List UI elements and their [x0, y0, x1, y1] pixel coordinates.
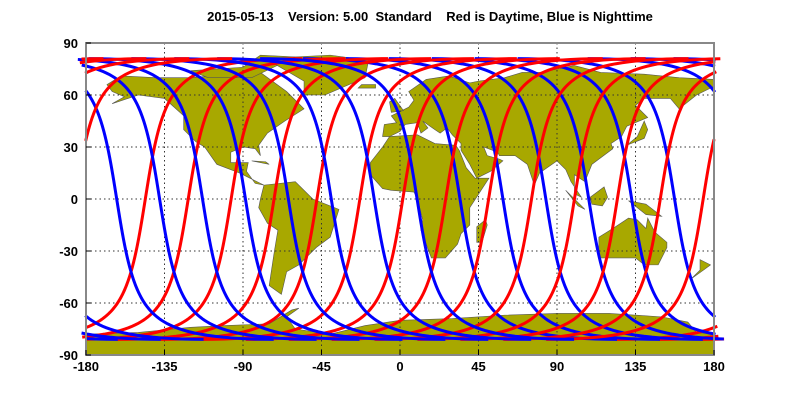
- chart-title: 2015-05-13 Version: 5.00 Standard Red is…: [207, 9, 653, 24]
- x-tick-label: -90: [234, 359, 253, 374]
- land-new-zealand: [691, 260, 710, 279]
- x-tick-label: 135: [625, 359, 647, 374]
- x-tick-label: 180: [703, 359, 725, 374]
- x-tick-label: -45: [312, 359, 331, 374]
- land-cuba: [252, 161, 269, 164]
- y-tick-label: 0: [71, 192, 78, 207]
- x-tick-label: 0: [396, 359, 403, 374]
- y-tick-label: -90: [59, 348, 78, 363]
- land-borneo: [590, 187, 607, 206]
- y-tick-label: -30: [59, 244, 78, 259]
- y-tick-label: -60: [59, 296, 78, 311]
- land-iceland: [358, 85, 375, 88]
- y-tick-label: 60: [64, 88, 78, 103]
- x-tick-label: -135: [151, 359, 177, 374]
- y-tick-label: 90: [64, 36, 78, 51]
- y-tick-label: 30: [64, 140, 78, 155]
- x-tick-label: 45: [471, 359, 485, 374]
- x-tick-label: 90: [550, 359, 564, 374]
